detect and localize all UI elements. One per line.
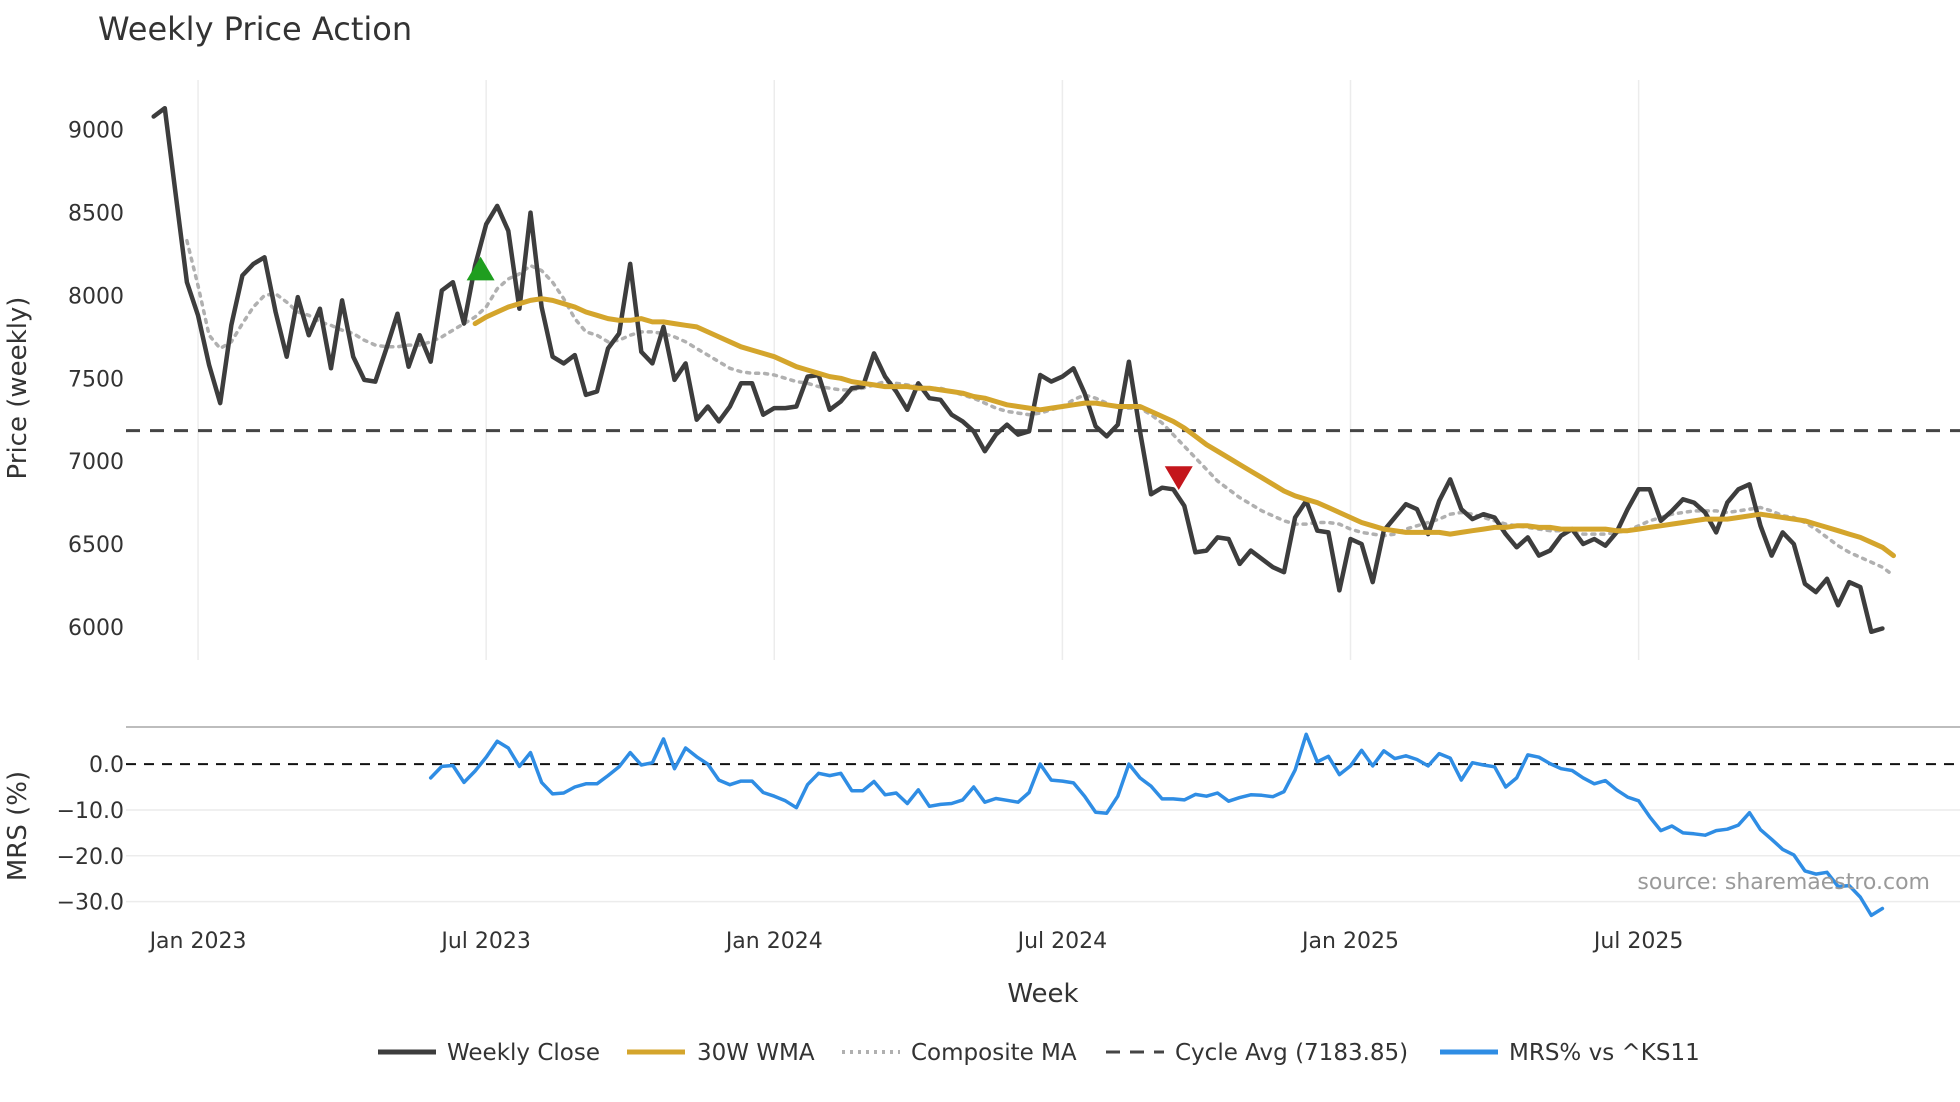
- legend-label-30w-wma: 30W WMA: [697, 1040, 815, 1066]
- x-tick-label: Jul 2023: [439, 929, 531, 954]
- price-tick-label: 8000: [68, 284, 124, 309]
- price-tick-label: 9000: [68, 119, 124, 144]
- legend-label-weekly-close: Weekly Close: [447, 1040, 600, 1066]
- sell-signal-marker: [1164, 466, 1193, 491]
- price-tick-label: 7500: [68, 367, 124, 392]
- legend-label-mrs: MRS% vs ^KS11: [1509, 1040, 1700, 1066]
- price-tick-label: 6500: [68, 533, 124, 558]
- price-tick-label: 6000: [68, 616, 124, 641]
- price-axis-label: Price (weekly): [3, 297, 33, 480]
- series-composite-ma: [185, 238, 1896, 578]
- legend-item-mrs: MRS% vs ^KS11: [1440, 1040, 1700, 1066]
- x-tick-label: Jan 2025: [1300, 929, 1399, 954]
- series-30w-wma: [472, 296, 1896, 559]
- legend-label-composite-ma: Composite MA: [911, 1040, 1077, 1066]
- price-tick-label: 8500: [68, 202, 124, 227]
- buy-signal-marker: [466, 256, 495, 281]
- x-axis-label: Week: [1007, 979, 1078, 1009]
- series-layer: [126, 105, 1960, 918]
- x-tick-label: Jan 2023: [148, 929, 247, 954]
- series-weekly-close: [151, 105, 1885, 635]
- legend-item-30w-wma: 30W WMA: [627, 1040, 815, 1066]
- x-tick-label: Jan 2024: [724, 929, 823, 954]
- marker-layer: [466, 256, 1193, 491]
- tick-layer: Jan 2023 Jul 2023 Jan 2024 Jul 2024 Jan 2025…: [57, 119, 1684, 954]
- price-tick-label: 7000: [68, 450, 124, 475]
- series-mrs: [428, 732, 1885, 918]
- legend-label-cycle-avg: Cycle Avg (7183.85): [1175, 1040, 1408, 1066]
- x-tick-label: Jul 2025: [1592, 929, 1684, 954]
- mrs-tick-label: −10.0: [57, 799, 124, 824]
- legend-item-cycle-avg: Cycle Avg (7183.85): [1106, 1040, 1408, 1066]
- mrs-tick-label: 0.0: [89, 753, 124, 778]
- chart-title: Weekly Price Action: [98, 10, 412, 48]
- mrs-tick-label: −20.0: [57, 845, 124, 870]
- source-label: source: sharemaestro.com: [1637, 870, 1930, 895]
- legend-item-weekly-close: Weekly Close: [378, 1040, 600, 1066]
- x-tick-label: Jul 2024: [1016, 929, 1108, 954]
- legend-item-composite-ma: Composite MA: [842, 1040, 1077, 1066]
- legend: Weekly Close 30W WMA Composite MA Cycle …: [378, 1040, 1700, 1066]
- mrs-tick-label: −30.0: [57, 891, 124, 916]
- mrs-axis-label: MRS (%): [3, 771, 33, 881]
- grid-layer: [126, 80, 1960, 903]
